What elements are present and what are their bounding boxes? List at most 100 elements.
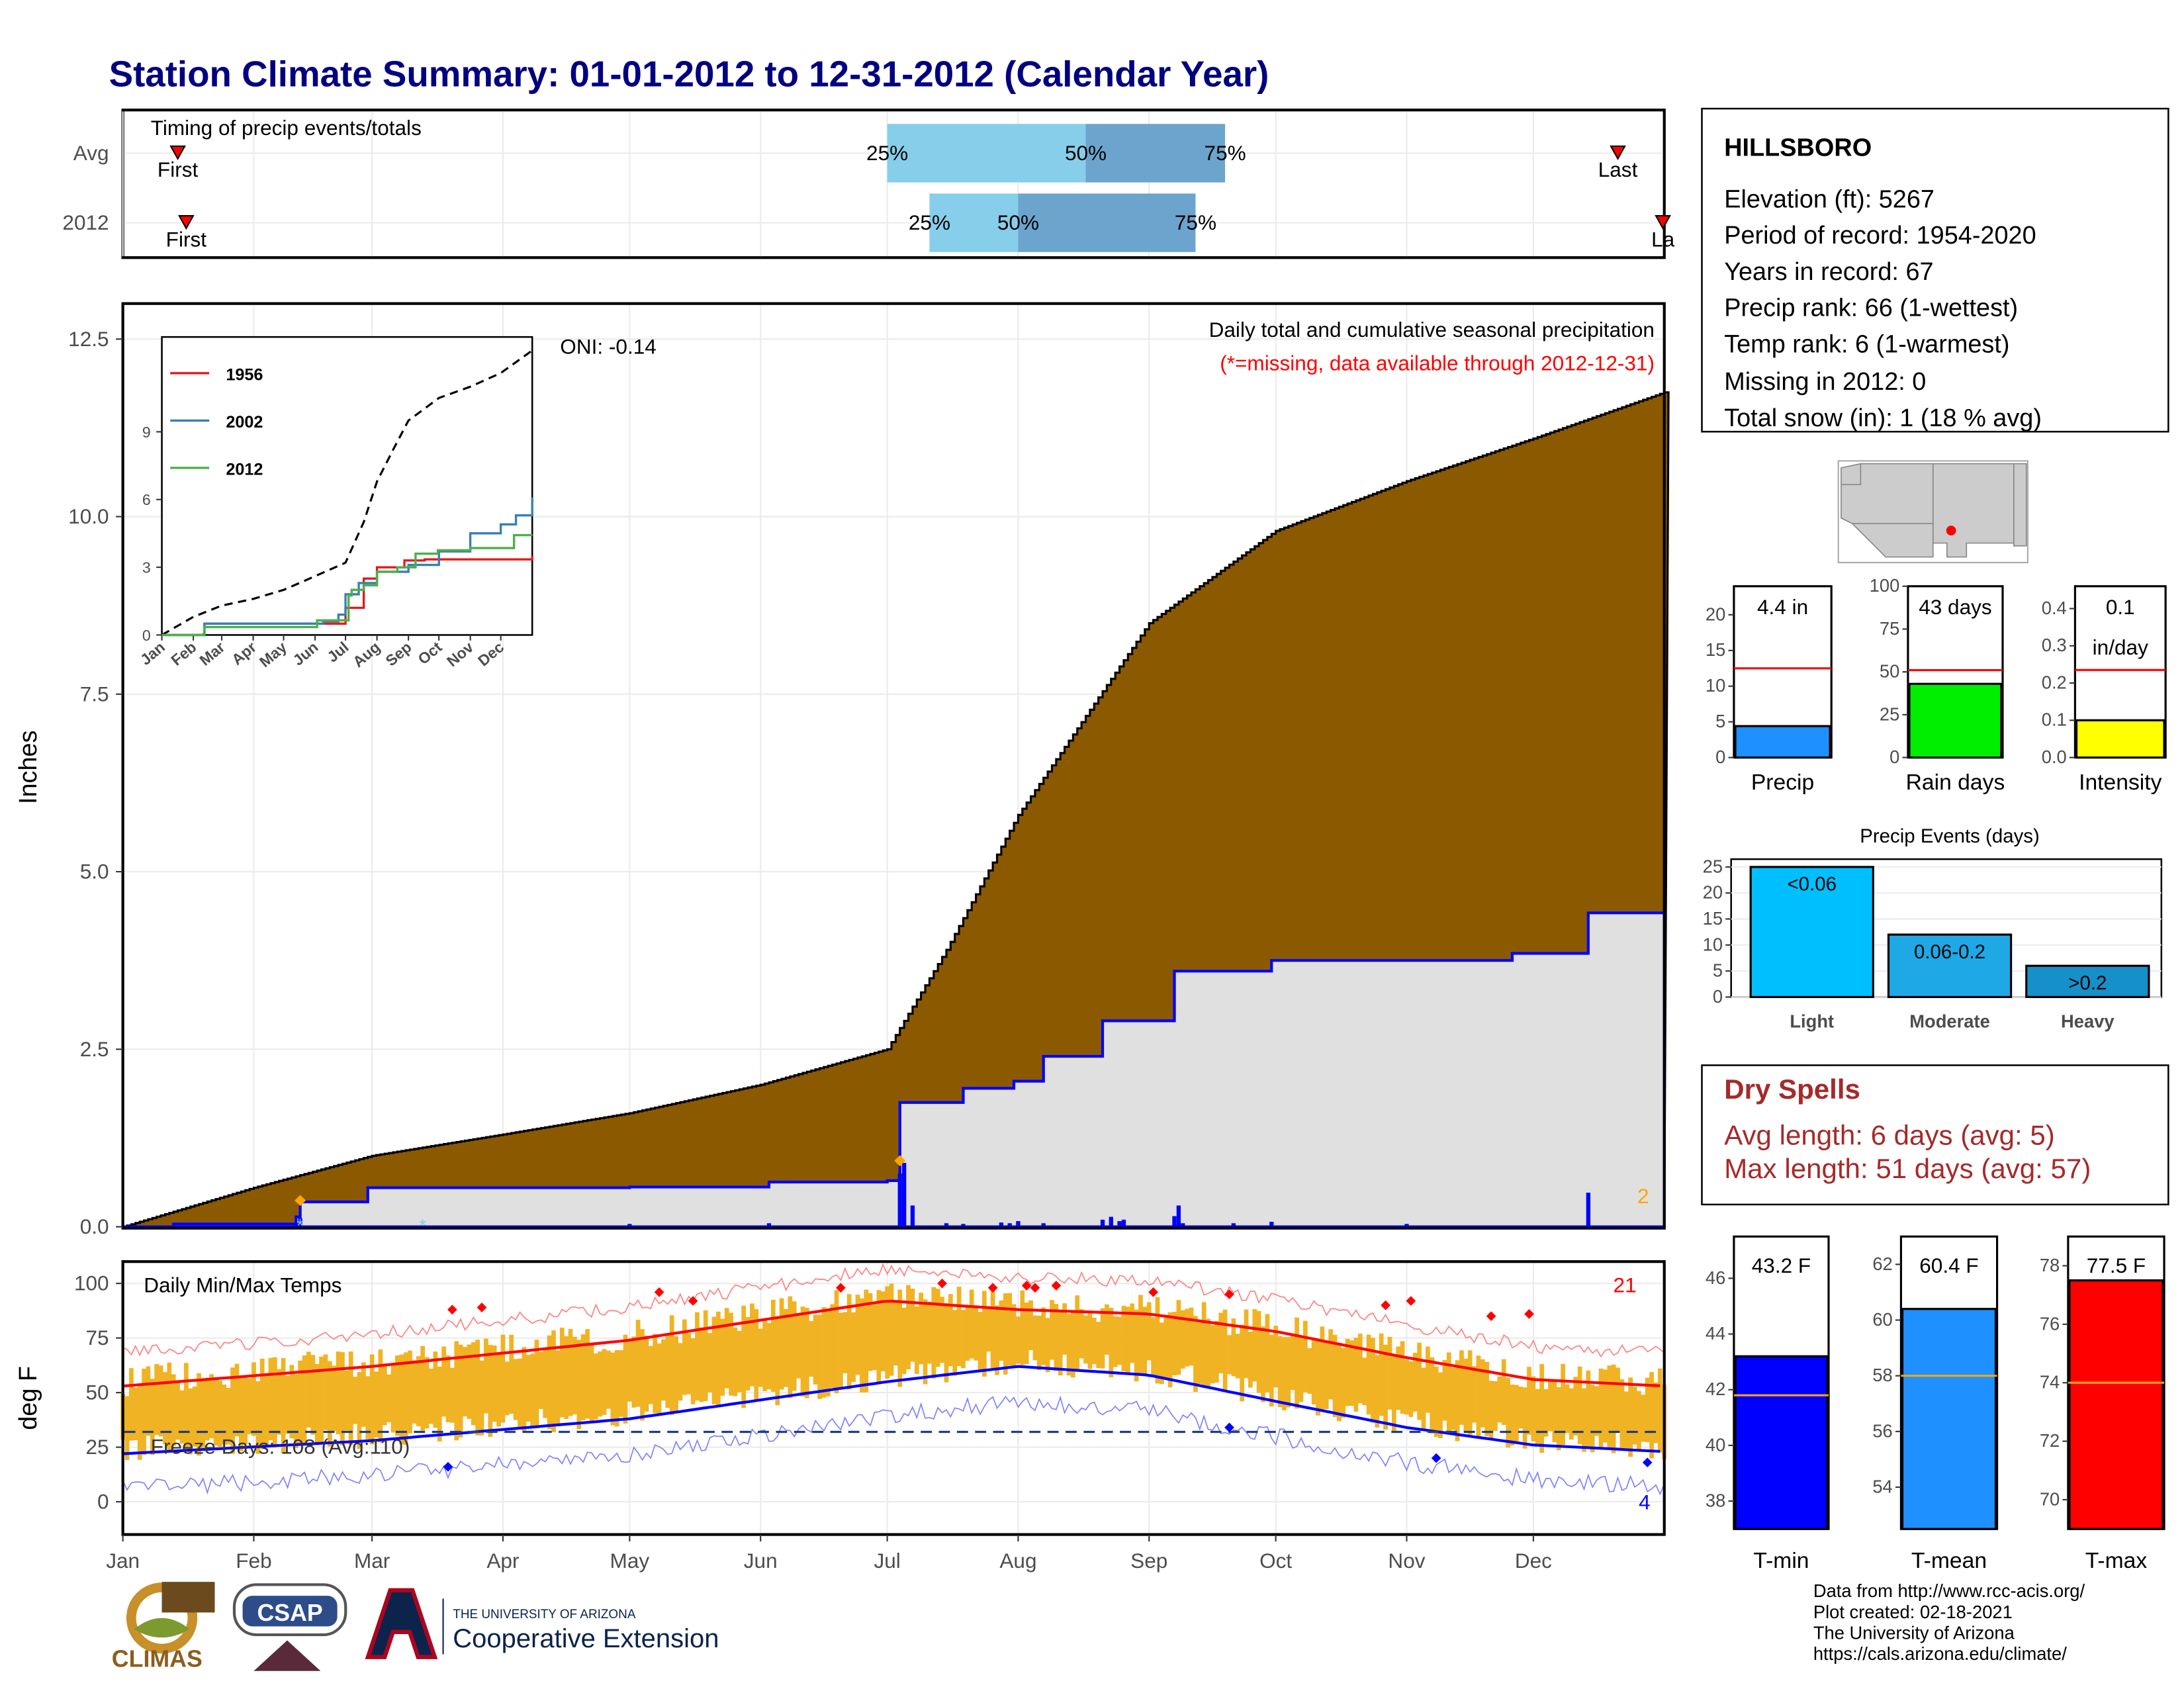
temp-bar-fill xyxy=(1901,1308,1997,1530)
daily-temp-bar xyxy=(1522,1387,1527,1449)
daily-temp-bar xyxy=(897,1289,903,1387)
precip-event-bar xyxy=(1749,866,1874,999)
daily-temp-bar xyxy=(635,1320,641,1407)
temperature-bar-charts: 38 40 42 44 46 43.2 F T-min 54 56 58 60 62 60.4 F T-m… xyxy=(1706,1235,2165,1573)
daily-temp-bar xyxy=(1075,1295,1080,1369)
daily-temp-bar xyxy=(1353,1338,1359,1412)
daily-temp-bar xyxy=(1109,1307,1114,1378)
precip-event-value: 0.06-0.2 xyxy=(1914,941,1985,963)
daily-temp-bar xyxy=(289,1365,295,1439)
precip-event-value: >0.2 xyxy=(2068,972,2107,994)
daily-precip-bar xyxy=(1269,1222,1274,1227)
month-tick-label: Jun xyxy=(744,1549,778,1573)
daily-temp-bar xyxy=(518,1358,522,1428)
mini-bar-tick-label: 75 xyxy=(1880,618,1899,639)
temp-bar-tick-label: 56 xyxy=(1872,1420,1892,1441)
timing-bars: 25% 50% 75% First Last 25% 50% 75% First La xyxy=(158,124,1675,252)
temp-bar-value-label: 43.2 F xyxy=(1752,1254,1811,1277)
month-tick-label: Nov xyxy=(1388,1549,1425,1573)
daily-temp-bar xyxy=(1412,1352,1418,1412)
daily-precip-bar xyxy=(1007,1223,1012,1227)
daily-temp-bar xyxy=(264,1376,269,1447)
timing-panel: 25% 50% 75% First Last 25% 50% 75% First La Timin… xyxy=(62,109,1675,259)
footer-line: https://cals.arizona.edu/climate/ xyxy=(1813,1643,2067,1664)
daily-temp-bar xyxy=(424,1357,430,1429)
record-high-marker xyxy=(447,1304,457,1315)
daily-temp-bar xyxy=(665,1335,670,1408)
mini-bar-tick-label: 0 xyxy=(1715,747,1725,767)
precip-missing-note: (*=missing, data available through 2012-… xyxy=(1220,351,1655,375)
daily-temp-bar xyxy=(1598,1368,1604,1449)
daily-temp-bar xyxy=(1189,1307,1194,1366)
temp-bar-fill xyxy=(2068,1279,2164,1530)
daily-temp-bar xyxy=(1459,1350,1464,1425)
temp-bar-value-label: 60.4 F xyxy=(1919,1254,1978,1277)
daily-temp-bar xyxy=(201,1378,206,1450)
daily-temp-bar xyxy=(1176,1300,1181,1375)
daily-temp-bar xyxy=(648,1346,653,1404)
inset-series-line xyxy=(161,533,533,637)
daily-temp-bar xyxy=(770,1299,776,1392)
mini-bar-value-label: 0.1 xyxy=(2106,595,2135,619)
snow-marker: * xyxy=(296,1215,304,1236)
precip-y-tick-label: 0.0 xyxy=(80,1214,109,1238)
daily-temp-bar xyxy=(1446,1352,1451,1433)
mini-bar-label: Precip xyxy=(1751,770,1814,795)
daily-temp-bar xyxy=(1653,1382,1659,1443)
csap-mountain xyxy=(253,1640,321,1671)
timing-p50-label: 50% xyxy=(1065,141,1107,165)
daily-precip-bar xyxy=(1016,1221,1021,1227)
daily-temp-bar xyxy=(133,1387,138,1440)
daily-temp-bar xyxy=(1619,1379,1625,1450)
csap-logo: CSAP xyxy=(232,1583,347,1671)
daily-precip-bar xyxy=(1109,1216,1113,1227)
daily-temp-bar xyxy=(395,1355,400,1436)
daily-precip-bar xyxy=(944,1223,949,1227)
daily-temp-bar xyxy=(1235,1334,1240,1379)
daily-temp-bar xyxy=(1383,1344,1388,1430)
temp-y-label: deg F xyxy=(15,1366,42,1430)
csap-badge xyxy=(242,1596,338,1627)
daily-precip-bar xyxy=(1121,1219,1126,1227)
daily-temp-bar xyxy=(399,1354,404,1445)
record-high-marker xyxy=(1486,1311,1496,1322)
inset-y-tick-label: 3 xyxy=(142,559,151,576)
cold-days-count: 4 xyxy=(1639,1490,1651,1514)
daily-precip-bar xyxy=(1404,1224,1409,1227)
daily-temp-bar xyxy=(585,1329,590,1419)
timing-bar-high xyxy=(1018,193,1196,252)
daily-temp-bar xyxy=(914,1306,919,1374)
daily-temp-bar xyxy=(1573,1377,1578,1436)
temp-y-tick-label: 25 xyxy=(86,1435,109,1459)
daily-temp-bar xyxy=(1146,1302,1152,1361)
precip-event-bar xyxy=(1887,933,2013,999)
daily-temp-bar xyxy=(504,1361,510,1416)
daily-temp-bar xyxy=(293,1374,298,1449)
daily-temp-bar xyxy=(711,1316,717,1404)
mini-bar-tick-label: 0.3 xyxy=(2042,635,2067,655)
daily-temp-bar xyxy=(678,1343,683,1401)
daily-temp-bar xyxy=(784,1308,788,1387)
daily-precip-bar xyxy=(897,1173,902,1227)
daily-temp-bar xyxy=(509,1334,514,1414)
daily-temp-bar xyxy=(463,1347,467,1416)
mini-bar-tick-label: 25 xyxy=(1880,704,1899,724)
daily-temp-bar xyxy=(1011,1304,1017,1366)
station-info: HILLSBORO Elevation (ft): 5267 Period of… xyxy=(1701,107,2169,433)
daily-temp-bar xyxy=(906,1285,911,1369)
precip-panel: * * 0.02.55.07.510.012.5 Inches Daily tot… xyxy=(15,302,1670,1238)
daily-temp-bar xyxy=(188,1388,193,1455)
daily-temp-bar xyxy=(1269,1334,1274,1407)
daily-temp-bar xyxy=(1058,1311,1063,1376)
daily-temp-bar xyxy=(1455,1360,1460,1441)
daily-temp-bar xyxy=(1240,1324,1244,1402)
dry-spells-avg: Avg length: 6 days (avg: 5) xyxy=(1724,1119,2055,1150)
daily-temp-bar xyxy=(741,1305,747,1408)
daily-temp-bar xyxy=(1607,1365,1612,1449)
timing-last-label: Last xyxy=(1598,158,1638,181)
daily-temp-bar xyxy=(1261,1326,1265,1402)
precip-y-label: Inches xyxy=(15,731,42,805)
daily-temp-bar xyxy=(606,1350,611,1409)
precip-header: Daily total and cumulative seasonal prec… xyxy=(1209,318,1655,342)
